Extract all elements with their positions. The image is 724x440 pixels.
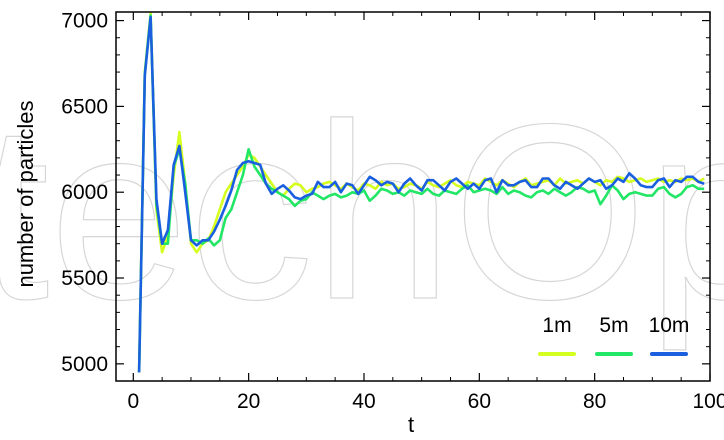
legend: 1m 5m 10m <box>538 314 690 356</box>
x-axis-label: t <box>408 412 414 437</box>
x-tick-label: 60 <box>468 390 491 413</box>
y-axis-label: number of particles <box>13 100 38 287</box>
axes: 0 20 40 60 80 100 5000 5500 6000 6500 7000 <box>61 10 724 413</box>
x-tick-label: 40 <box>352 390 375 413</box>
y-tick-label: 5500 <box>61 267 108 290</box>
y-tick-label: 6000 <box>61 181 108 204</box>
series-line-5m <box>137 14 705 373</box>
y-tick-label: 5000 <box>61 353 108 376</box>
plot-frame <box>115 11 711 382</box>
watermark-text: techOpen <box>0 72 724 351</box>
y-tick-label: 7000 <box>61 10 108 33</box>
series-line-10m <box>137 15 705 373</box>
legend-label-1m: 1m <box>542 314 571 337</box>
x-tick-label: 20 <box>237 390 260 413</box>
x-tick-label: 80 <box>583 390 606 413</box>
legend-label-5m: 5m <box>599 314 628 337</box>
legend-label-10m: 10m <box>649 314 690 337</box>
x-tick-label: 0 <box>127 390 139 413</box>
x-tick-label: 100 <box>692 390 724 413</box>
y-tick-label: 6500 <box>61 95 108 118</box>
plot-area <box>137 12 705 373</box>
